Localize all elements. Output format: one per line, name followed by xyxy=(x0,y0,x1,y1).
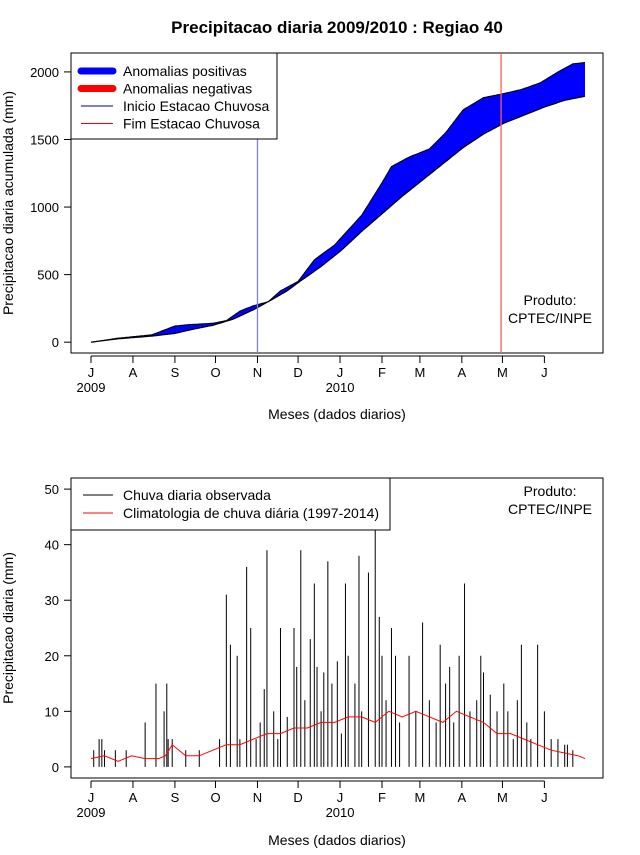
top-x-tick-label: J xyxy=(88,365,95,380)
top-y-axis-title: Precipitacao diaria acumulada (mm) xyxy=(0,91,16,315)
top-legend-label: Inicio Estacao Chuvosa xyxy=(123,98,270,114)
top-x-tick-label: J xyxy=(541,365,548,380)
bottom-x-tick-label: S xyxy=(171,790,180,805)
top-x-tick-label: M xyxy=(414,365,425,380)
bottom-legend-label: Chuva diaria observada xyxy=(123,487,271,503)
bottom-x-tick-label: N xyxy=(253,790,262,805)
top-y-tick-label: 0 xyxy=(52,335,59,350)
top-x-tick-label: A xyxy=(458,365,467,380)
bottom-x-tick-label: J xyxy=(337,790,344,805)
top-x-tick-label: D xyxy=(293,365,302,380)
top-y-tick-label: 2000 xyxy=(30,65,59,80)
top-x-axis-title: Meses (dados diarios) xyxy=(268,406,406,422)
bottom-x-tick-label: D xyxy=(293,790,302,805)
bottom-x-tick-label: O xyxy=(210,790,220,805)
top-x-tick-label: S xyxy=(171,365,180,380)
bottom-legend-box xyxy=(70,477,391,531)
bottom-x-tick-label: M xyxy=(497,790,508,805)
positive-anomaly-area xyxy=(91,62,585,343)
bottom-y-tick-label: 10 xyxy=(45,704,59,719)
figure-title: Precipitacao diaria 2009/2010 : Regiao 4… xyxy=(171,18,503,37)
bottom-y-tick-label: 40 xyxy=(45,538,59,553)
top-product-annotation: CPTEC/INPE xyxy=(508,310,592,326)
top-legend-box xyxy=(70,52,278,140)
top-x-tick-label: M xyxy=(497,365,508,380)
bottom-x-tick-label: J xyxy=(88,790,95,805)
top-legend-label: Anomalias positivas xyxy=(123,63,247,79)
bottom-year-label: 2010 xyxy=(326,805,355,820)
observed-cumulative-line xyxy=(90,62,586,343)
climatology-cumulative-line xyxy=(90,95,586,343)
top-legend-label: Fim Estacao Chuvosa xyxy=(123,116,260,132)
top-x-tick-label: F xyxy=(378,365,386,380)
top-x-tick-label: J xyxy=(337,365,344,380)
bottom-y-tick-label: 0 xyxy=(52,760,59,775)
bottom-x-tick-label: J xyxy=(541,790,548,805)
bottom-y-tick-label: 20 xyxy=(45,649,59,664)
top-x-tick-label: A xyxy=(129,365,138,380)
climatology-daily-line xyxy=(90,710,586,762)
bottom-x-tick-label: A xyxy=(129,790,138,805)
top-x-tick-label: O xyxy=(210,365,220,380)
bottom-x-tick-label: A xyxy=(458,790,467,805)
top-y-tick-label: 500 xyxy=(37,268,59,283)
top-product-annotation: Produto: xyxy=(524,292,577,308)
bottom-legend-label: Climatologia de chuva diária (1997-2014) xyxy=(123,505,379,521)
bottom-x-axis-title: Meses (dados diarios) xyxy=(268,832,406,848)
top-legend-label: Anomalias negativas xyxy=(123,81,252,97)
bottom-year-label: 2009 xyxy=(77,805,106,820)
top-y-tick-label: 1500 xyxy=(30,132,59,147)
bottom-x-tick-label: F xyxy=(378,790,386,805)
bottom-x-tick-label: M xyxy=(414,790,425,805)
top-y-tick-label: 1000 xyxy=(30,200,59,215)
top-year-label: 2009 xyxy=(77,380,106,395)
bottom-y-tick-label: 50 xyxy=(45,482,59,497)
bottom-y-tick-label: 30 xyxy=(45,593,59,608)
top-legend: Anomalias positivas Anomalias negativasIn… xyxy=(70,52,278,140)
bottom-legend: Chuva diaria observada Climatologia de ch… xyxy=(70,477,391,531)
bottom-product-annotation: CPTEC/INPE xyxy=(508,501,592,517)
bottom-y-axis-title: Precipitacao diaria (mm) xyxy=(0,552,16,704)
top-x-tick-label: N xyxy=(253,365,262,380)
bottom-product-annotation: Produto: xyxy=(524,483,577,499)
top-year-label: 2010 xyxy=(326,380,355,395)
